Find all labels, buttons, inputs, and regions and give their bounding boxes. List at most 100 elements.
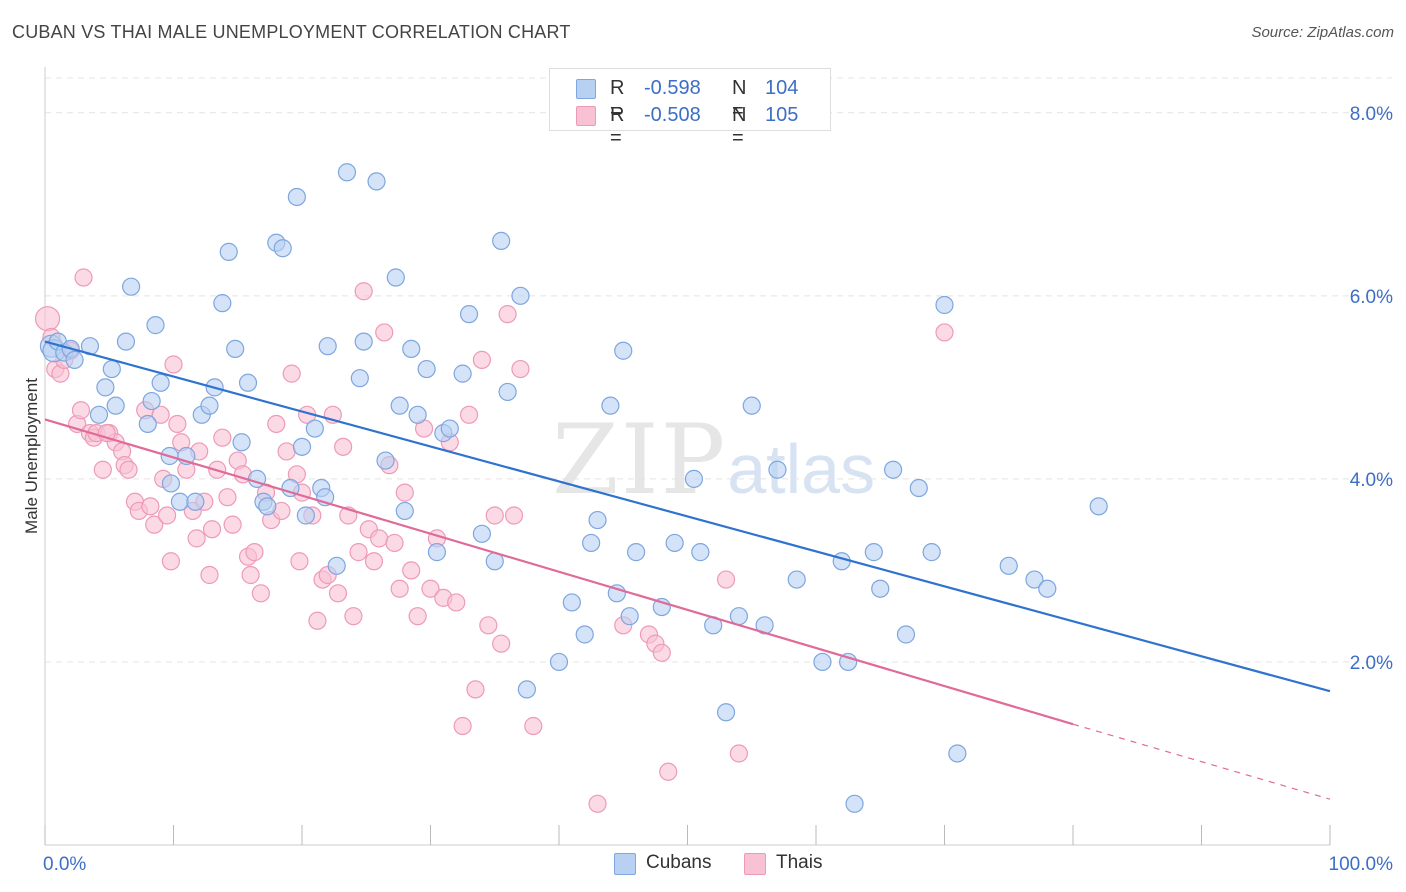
cubans-point xyxy=(768,460,787,479)
cubans-point xyxy=(386,268,405,287)
cubans-point xyxy=(787,570,806,589)
cubans-point xyxy=(511,286,530,305)
legend-label-thais: Thais xyxy=(776,852,823,873)
cubans-point xyxy=(390,396,409,415)
cubans-point xyxy=(472,524,491,543)
thais-point xyxy=(223,515,242,534)
cubans-point xyxy=(614,341,633,360)
cubans-point xyxy=(327,556,346,575)
cubans-point xyxy=(427,543,447,562)
cubans-point xyxy=(716,703,736,722)
thais-point xyxy=(453,716,472,736)
cubans-point xyxy=(492,231,511,251)
cubans-point xyxy=(151,373,170,392)
thais-point xyxy=(119,460,138,479)
thais-point xyxy=(282,364,301,383)
cubans-point xyxy=(562,593,581,612)
thais-point xyxy=(485,506,504,525)
cubans-point xyxy=(170,492,190,511)
cubans-point xyxy=(232,433,251,452)
thais-point xyxy=(200,565,219,585)
thais-point xyxy=(267,414,286,434)
cubans-point xyxy=(742,396,761,415)
thais-point xyxy=(71,401,91,420)
cubans-point xyxy=(845,794,864,813)
cubans-point xyxy=(549,652,569,672)
thais-swatch xyxy=(744,853,766,875)
thais-point xyxy=(588,794,607,813)
thais-point xyxy=(466,680,485,699)
thais-point xyxy=(652,643,671,662)
thais-point xyxy=(504,506,524,525)
cubans-point xyxy=(626,543,646,562)
cubans-point xyxy=(896,625,916,644)
watermark: ZIPatlas xyxy=(552,404,875,516)
cubans-point xyxy=(296,506,315,525)
thais-point xyxy=(524,716,543,736)
cubans-point xyxy=(909,478,928,498)
r-value: -0.508 xyxy=(644,104,701,126)
cubans-point xyxy=(219,242,238,261)
cubans-point xyxy=(922,543,941,562)
cubans-point xyxy=(305,419,324,438)
r-value: -0.598 xyxy=(644,77,701,99)
cubans-point xyxy=(102,359,121,379)
tick-labels: 2.0% 4.0% 6.0% 8.0% 0.0% 100.0% xyxy=(43,104,1393,875)
thais-point xyxy=(395,483,414,502)
cubans-point xyxy=(601,396,620,415)
x-tick-label-min: 0.0% xyxy=(43,854,86,875)
thais-point xyxy=(328,584,348,603)
cubans-point xyxy=(1089,497,1108,516)
thais-point xyxy=(141,497,160,516)
thais-point xyxy=(241,565,260,585)
thais-point xyxy=(245,543,264,562)
cubans-point xyxy=(582,533,601,553)
n-label: N = xyxy=(732,104,747,149)
thais-point xyxy=(34,306,61,332)
thais-point xyxy=(370,529,389,548)
cubans-point xyxy=(832,552,851,571)
cubans-point xyxy=(226,339,245,359)
cubans-point xyxy=(146,316,165,335)
cubans-swatch xyxy=(614,853,636,875)
cubans-point xyxy=(161,474,181,493)
thais-point xyxy=(93,460,112,479)
cubans-point xyxy=(871,579,890,598)
cubans-point xyxy=(367,172,386,191)
cubans-point xyxy=(65,350,84,369)
cubans-point xyxy=(89,405,109,424)
cubans-point xyxy=(138,414,157,434)
series-thais-points xyxy=(34,268,954,813)
thais-swatch xyxy=(576,106,596,126)
cubans-point xyxy=(459,305,479,324)
cubans-point xyxy=(213,294,232,313)
thais-point xyxy=(344,607,363,626)
cubans-point xyxy=(883,460,903,479)
y-tick-label: 4.0% xyxy=(1350,470,1393,491)
thais-point xyxy=(716,570,736,589)
y-tick-label: 6.0% xyxy=(1350,287,1393,308)
thais-point xyxy=(308,611,327,630)
watermark-zip: ZIP xyxy=(552,404,728,516)
cubans-point xyxy=(408,405,427,424)
cubans-point xyxy=(1025,570,1044,589)
thais-point xyxy=(202,520,222,539)
cubans-point xyxy=(417,359,436,379)
cubans-point xyxy=(106,396,125,415)
cubans-point xyxy=(517,680,536,699)
thais-point xyxy=(161,552,181,571)
series-cubans-points xyxy=(39,163,1108,813)
cubans-point xyxy=(142,391,161,411)
series-legend: Cubans Thais xyxy=(0,850,1406,878)
thais-point xyxy=(157,506,177,525)
thais-point xyxy=(151,405,170,424)
n-label: N = xyxy=(732,77,747,122)
thais-point xyxy=(364,552,384,571)
thais-point xyxy=(187,529,206,548)
thais-point xyxy=(511,359,530,379)
thais-point xyxy=(354,282,373,301)
cubans-point xyxy=(273,239,292,258)
thais-point xyxy=(290,552,309,571)
cubans-point xyxy=(440,419,459,438)
cubans-point xyxy=(813,652,832,672)
